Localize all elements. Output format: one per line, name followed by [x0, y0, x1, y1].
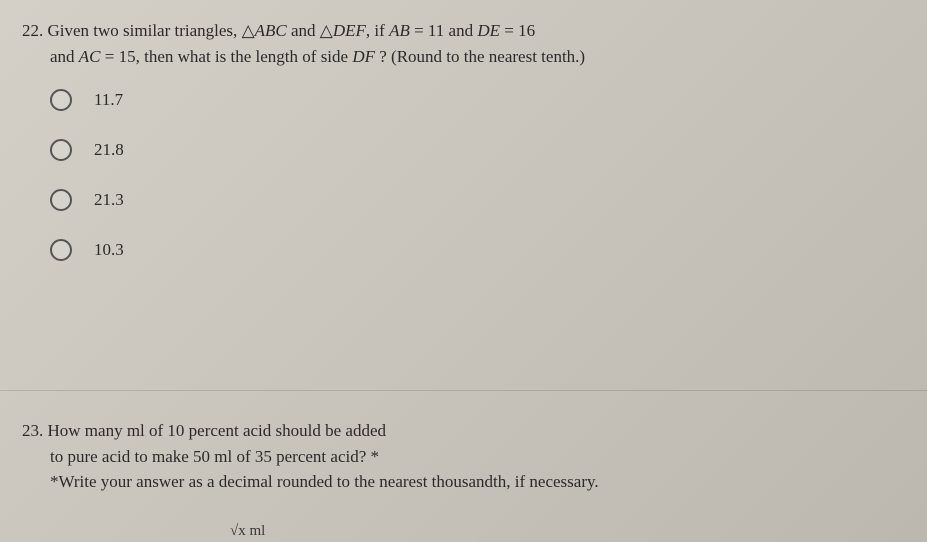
text-fragment: How many ml of 10 percent acid should be… — [48, 421, 387, 440]
option-label: 21.8 — [94, 140, 124, 160]
question-number: 22. — [22, 21, 43, 40]
text-fragment: Given two similar triangles, — [48, 21, 242, 40]
side-label: AB — [389, 21, 410, 40]
question-22: 22. Given two similar triangles, △ABC an… — [22, 18, 905, 261]
option-row[interactable]: 10.3 — [50, 239, 905, 261]
option-label: 10.3 — [94, 240, 124, 260]
question-divider — [0, 390, 927, 391]
text-fragment: and — [50, 47, 79, 66]
question-22-text: 22. Given two similar triangles, △ABC an… — [22, 18, 905, 69]
text-fragment: ? (Round to the nearest tenth.) — [375, 47, 585, 66]
triangle-name: ABC — [255, 21, 287, 40]
question-number: 23. — [22, 421, 43, 440]
text-fragment: = 15, then what is the length of side — [101, 47, 353, 66]
triangle-name: DEF — [333, 21, 366, 40]
text-fragment: = 11 and — [410, 21, 478, 40]
side-label: DF — [352, 47, 375, 66]
radio-icon[interactable] — [50, 189, 72, 211]
question-23-text: 23. How many ml of 10 percent acid shoul… — [22, 418, 905, 495]
option-row[interactable]: 11.7 — [50, 89, 905, 111]
radio-icon[interactable] — [50, 89, 72, 111]
text-fragment: = 16 — [500, 21, 535, 40]
option-row[interactable]: 21.8 — [50, 139, 905, 161]
text-fragment: and — [287, 21, 320, 40]
question-23: 23. How many ml of 10 percent acid shoul… — [22, 418, 905, 515]
option-row[interactable]: 21.3 — [50, 189, 905, 211]
options-list: 11.7 21.8 21.3 10.3 — [50, 89, 905, 261]
triangle-symbol: △ — [320, 21, 333, 40]
option-label: 11.7 — [94, 90, 123, 110]
text-fragment: to pure acid to make 50 ml of 35 percent… — [50, 444, 905, 470]
option-label: 21.3 — [94, 190, 124, 210]
radio-icon[interactable] — [50, 239, 72, 261]
answer-input-hint: √x ml — [230, 523, 265, 540]
side-label: DE — [477, 21, 500, 40]
radio-icon[interactable] — [50, 139, 72, 161]
triangle-symbol: △ — [242, 21, 255, 40]
side-label: AC — [79, 47, 101, 66]
text-fragment: , if — [366, 21, 389, 40]
text-fragment: *Write your answer as a decimal rounded … — [50, 469, 905, 495]
